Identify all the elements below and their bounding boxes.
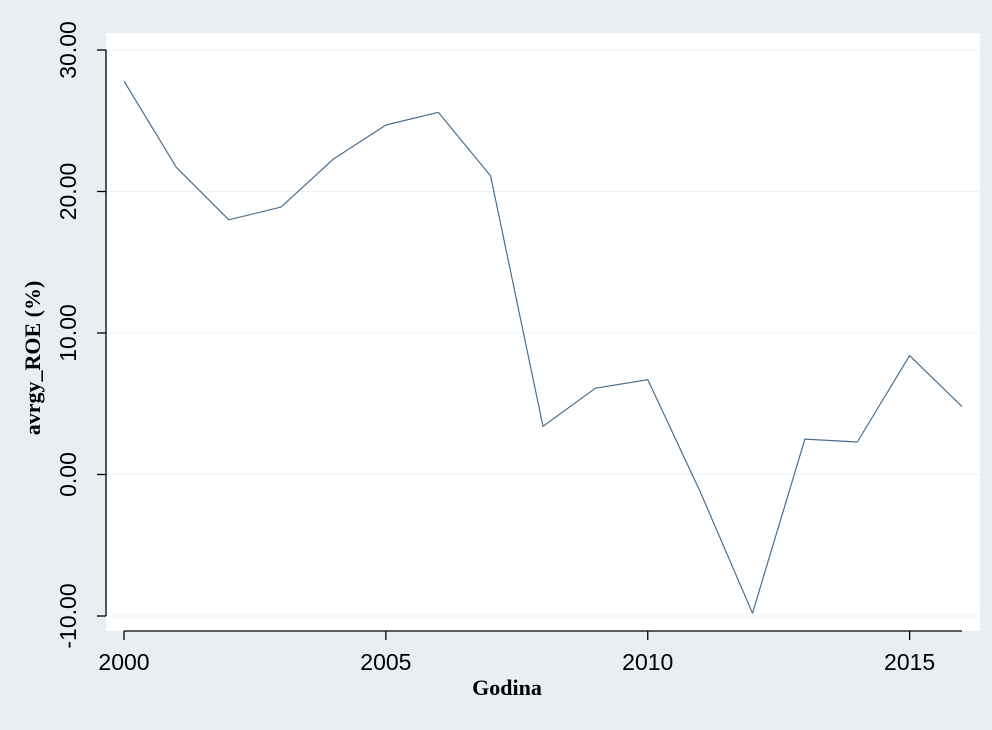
data-point	[542, 425, 545, 428]
data-point	[594, 387, 597, 390]
y-tick-label: 20.00	[55, 163, 81, 221]
grid-lines	[106, 49, 980, 617]
data-point	[751, 612, 754, 615]
data-point	[908, 354, 911, 357]
data-point	[646, 378, 649, 381]
x-tick-label: 2010	[622, 649, 673, 675]
plot-area	[106, 33, 980, 631]
data-point	[489, 174, 492, 177]
data-point	[227, 218, 230, 221]
data-point	[803, 438, 806, 441]
data-point	[123, 80, 126, 83]
y-tick-label: 30.00	[55, 21, 81, 79]
y-tick-label: -10.00	[55, 583, 81, 648]
data-point	[437, 111, 440, 114]
data-point	[280, 206, 283, 209]
data-point	[856, 440, 859, 443]
x-tick-label: 2015	[884, 649, 935, 675]
axes: -10.00 0.00 10.00 20.00 30.00 2000 2005 2010 201…	[55, 21, 962, 675]
data-point	[175, 166, 178, 169]
series-line	[123, 80, 963, 614]
x-tick-label: 2005	[360, 649, 411, 675]
x-axis-title: Godina	[472, 675, 542, 700]
series-layer	[123, 80, 964, 615]
data-point	[961, 405, 964, 408]
data-point	[699, 490, 702, 493]
data-point	[332, 157, 335, 160]
y-axis-title: avrgy_ROE (%)	[20, 281, 45, 436]
x-tick-label: 2000	[98, 649, 149, 675]
y-tick-label: 10.00	[55, 304, 81, 362]
data-point	[384, 123, 387, 126]
y-tick-label: 0.00	[55, 452, 81, 497]
